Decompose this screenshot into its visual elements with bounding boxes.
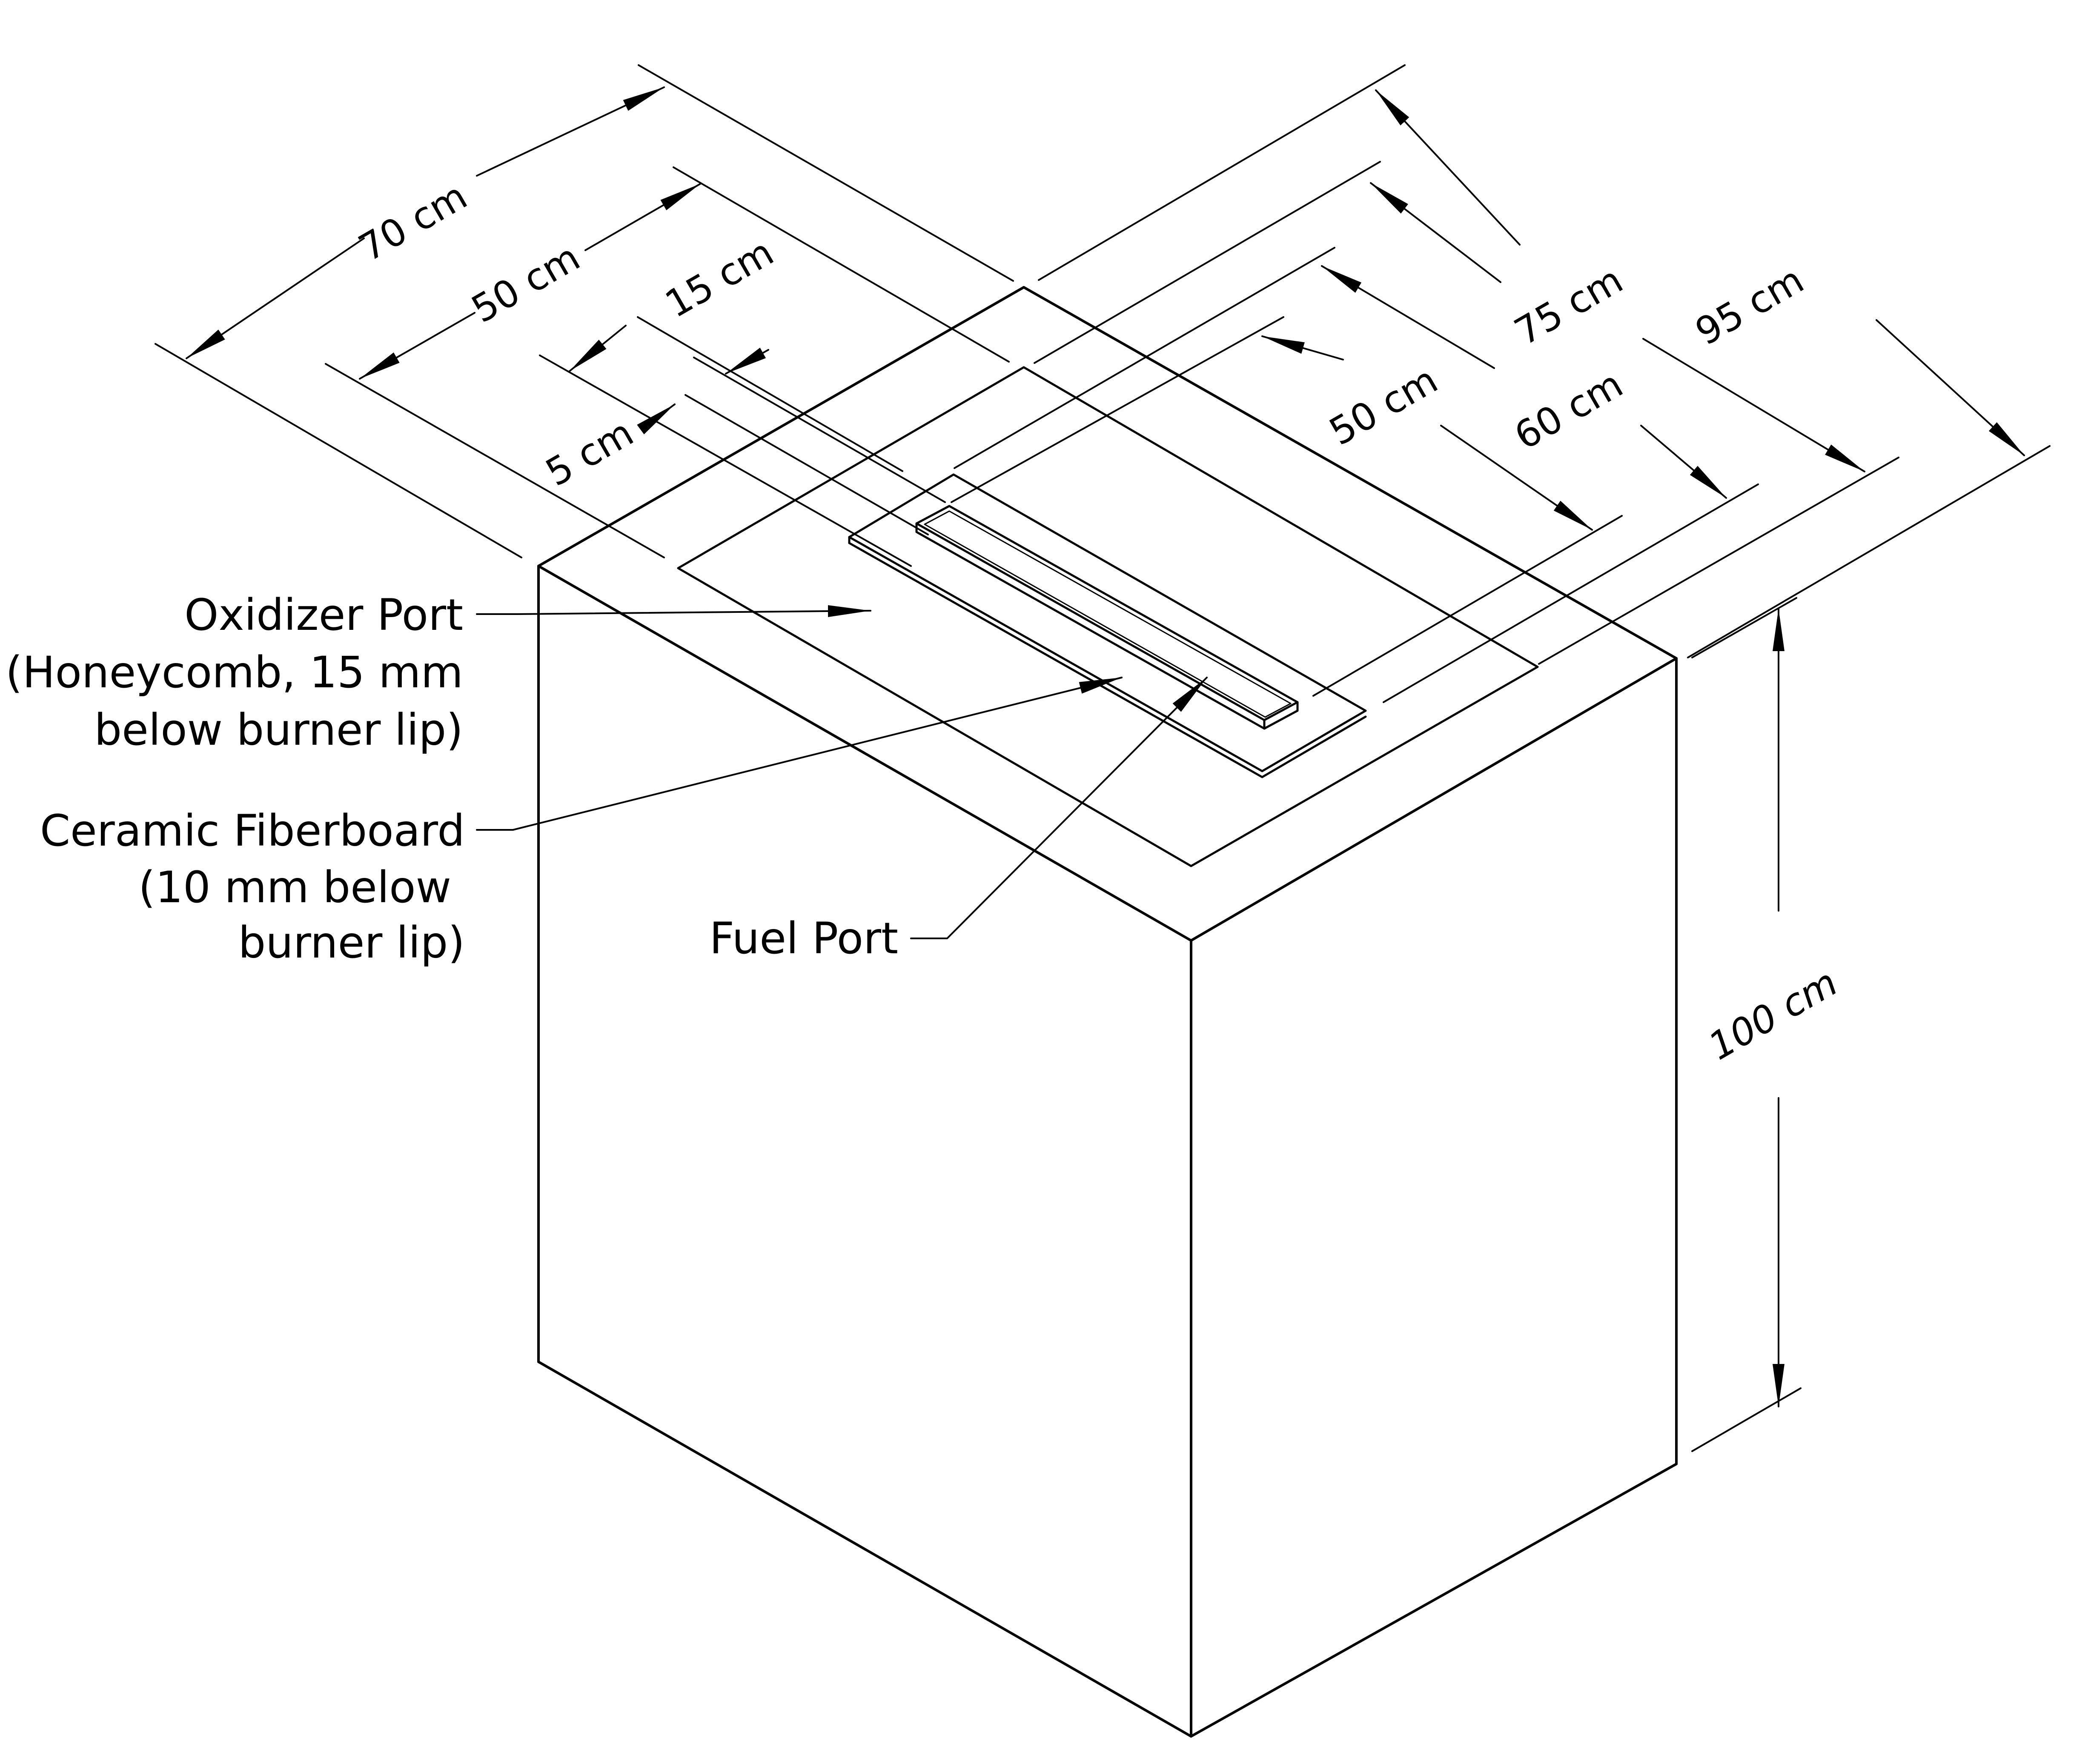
leader-oxidizer [476, 605, 871, 617]
dim-line-15-a [569, 325, 627, 372]
ext-5-left [637, 316, 903, 472]
leader-fuel [910, 677, 1208, 939]
box-bottom-left-edge [537, 1361, 1192, 1738]
dim-line-50-b [584, 183, 701, 251]
oxidizer-label-line1: Oxidizer Port [184, 590, 463, 640]
box-top-left-edge [537, 565, 1678, 942]
oxidizer-port-outline [677, 366, 1539, 867]
dim-line-95-b [1876, 319, 2025, 456]
label-15cm: 15 cm [658, 230, 781, 326]
fuel-port [915, 505, 1299, 730]
label-70cm: 70 cm [351, 174, 474, 270]
ext-60-front [1383, 483, 1759, 703]
box-back-edges [537, 286, 1678, 660]
ext-50-right [673, 166, 1010, 363]
ceramic-fiberboard-lower-edge [848, 542, 1367, 778]
label-60cm: 60 cm [1507, 362, 1630, 458]
ext-70-left [155, 343, 522, 558]
left-dimensions [155, 64, 1014, 567]
ceramic-label-line2: (10 mm below [138, 862, 451, 913]
dim-line-5-a [637, 403, 676, 435]
ext-95-back [1038, 64, 1406, 281]
dim-line-95-a [1375, 89, 1521, 246]
dimension-labels: 70 cm 50 cm 15 cm 5 cm 95 cm 75 cm 60 cm… [351, 174, 1845, 1068]
ext-50-left [325, 363, 665, 558]
label-5cm: 5 cm [539, 410, 641, 495]
dim-line-60-a [1321, 265, 1495, 369]
dim-line-75-b [1642, 338, 1865, 472]
right-dimensions [951, 64, 2051, 703]
ceramic-label-line3: burner lip) [238, 918, 465, 968]
label-100cm: 100 cm [1701, 960, 1845, 1068]
ext-50-back [951, 316, 1284, 503]
ceramic-fiberboard [848, 473, 1367, 778]
ext-50-front [1312, 515, 1623, 697]
box-bottom-right-edge [1190, 1463, 1678, 1738]
dim-line-60-b [1640, 425, 1727, 499]
dim-line-50-a [359, 312, 475, 380]
dim-line-50r-a [1261, 335, 1344, 360]
oxidizer-label-line3: below burner lip) [94, 705, 463, 755]
fuel-port-side [915, 522, 1299, 730]
label-95cm: 95 cm [1688, 257, 1811, 354]
dim-line-70-b [476, 86, 665, 177]
dim-line-75-a [1370, 182, 1501, 283]
dim-line-70-a [186, 237, 365, 359]
ext-75-back [1034, 161, 1381, 364]
ext-5-right [685, 394, 929, 535]
dim-line-15-b [725, 347, 769, 375]
label-75cm: 75 cm [1507, 257, 1630, 354]
dim-line-50r-b [1440, 425, 1593, 531]
fuel-port-label: Fuel Port [710, 913, 898, 964]
ceramic-label-line1: Ceramic Fiberboard [40, 806, 465, 856]
ext-70-right [638, 64, 1014, 282]
ext-height-top [1691, 597, 1797, 658]
label-50cm-right: 50 cm [1322, 357, 1445, 454]
ceramic-fiberboard-outline [848, 473, 1367, 772]
oxidizer-label-line2: (Honeycomb, 15 mm [6, 647, 463, 698]
ext-95-front [1687, 445, 2051, 658]
height-dimension [1691, 597, 1802, 1452]
callout-labels: Oxidizer Port (Honeycomb, 15 mm below bu… [6, 590, 898, 968]
oxidizer-port-recess [677, 366, 1539, 867]
ext-60-back [954, 247, 1335, 469]
fuel-port-inner [924, 510, 1292, 718]
ext-75-front [1538, 457, 1899, 665]
label-50cm-left: 50 cm [464, 235, 587, 331]
callout-leaders [476, 605, 1208, 939]
ext-height-bottom [1691, 1387, 1802, 1452]
leader-ceramic [476, 677, 1123, 831]
ext-15-left [539, 355, 912, 567]
ext-15-right [693, 357, 946, 503]
burner-box [537, 286, 1678, 1738]
